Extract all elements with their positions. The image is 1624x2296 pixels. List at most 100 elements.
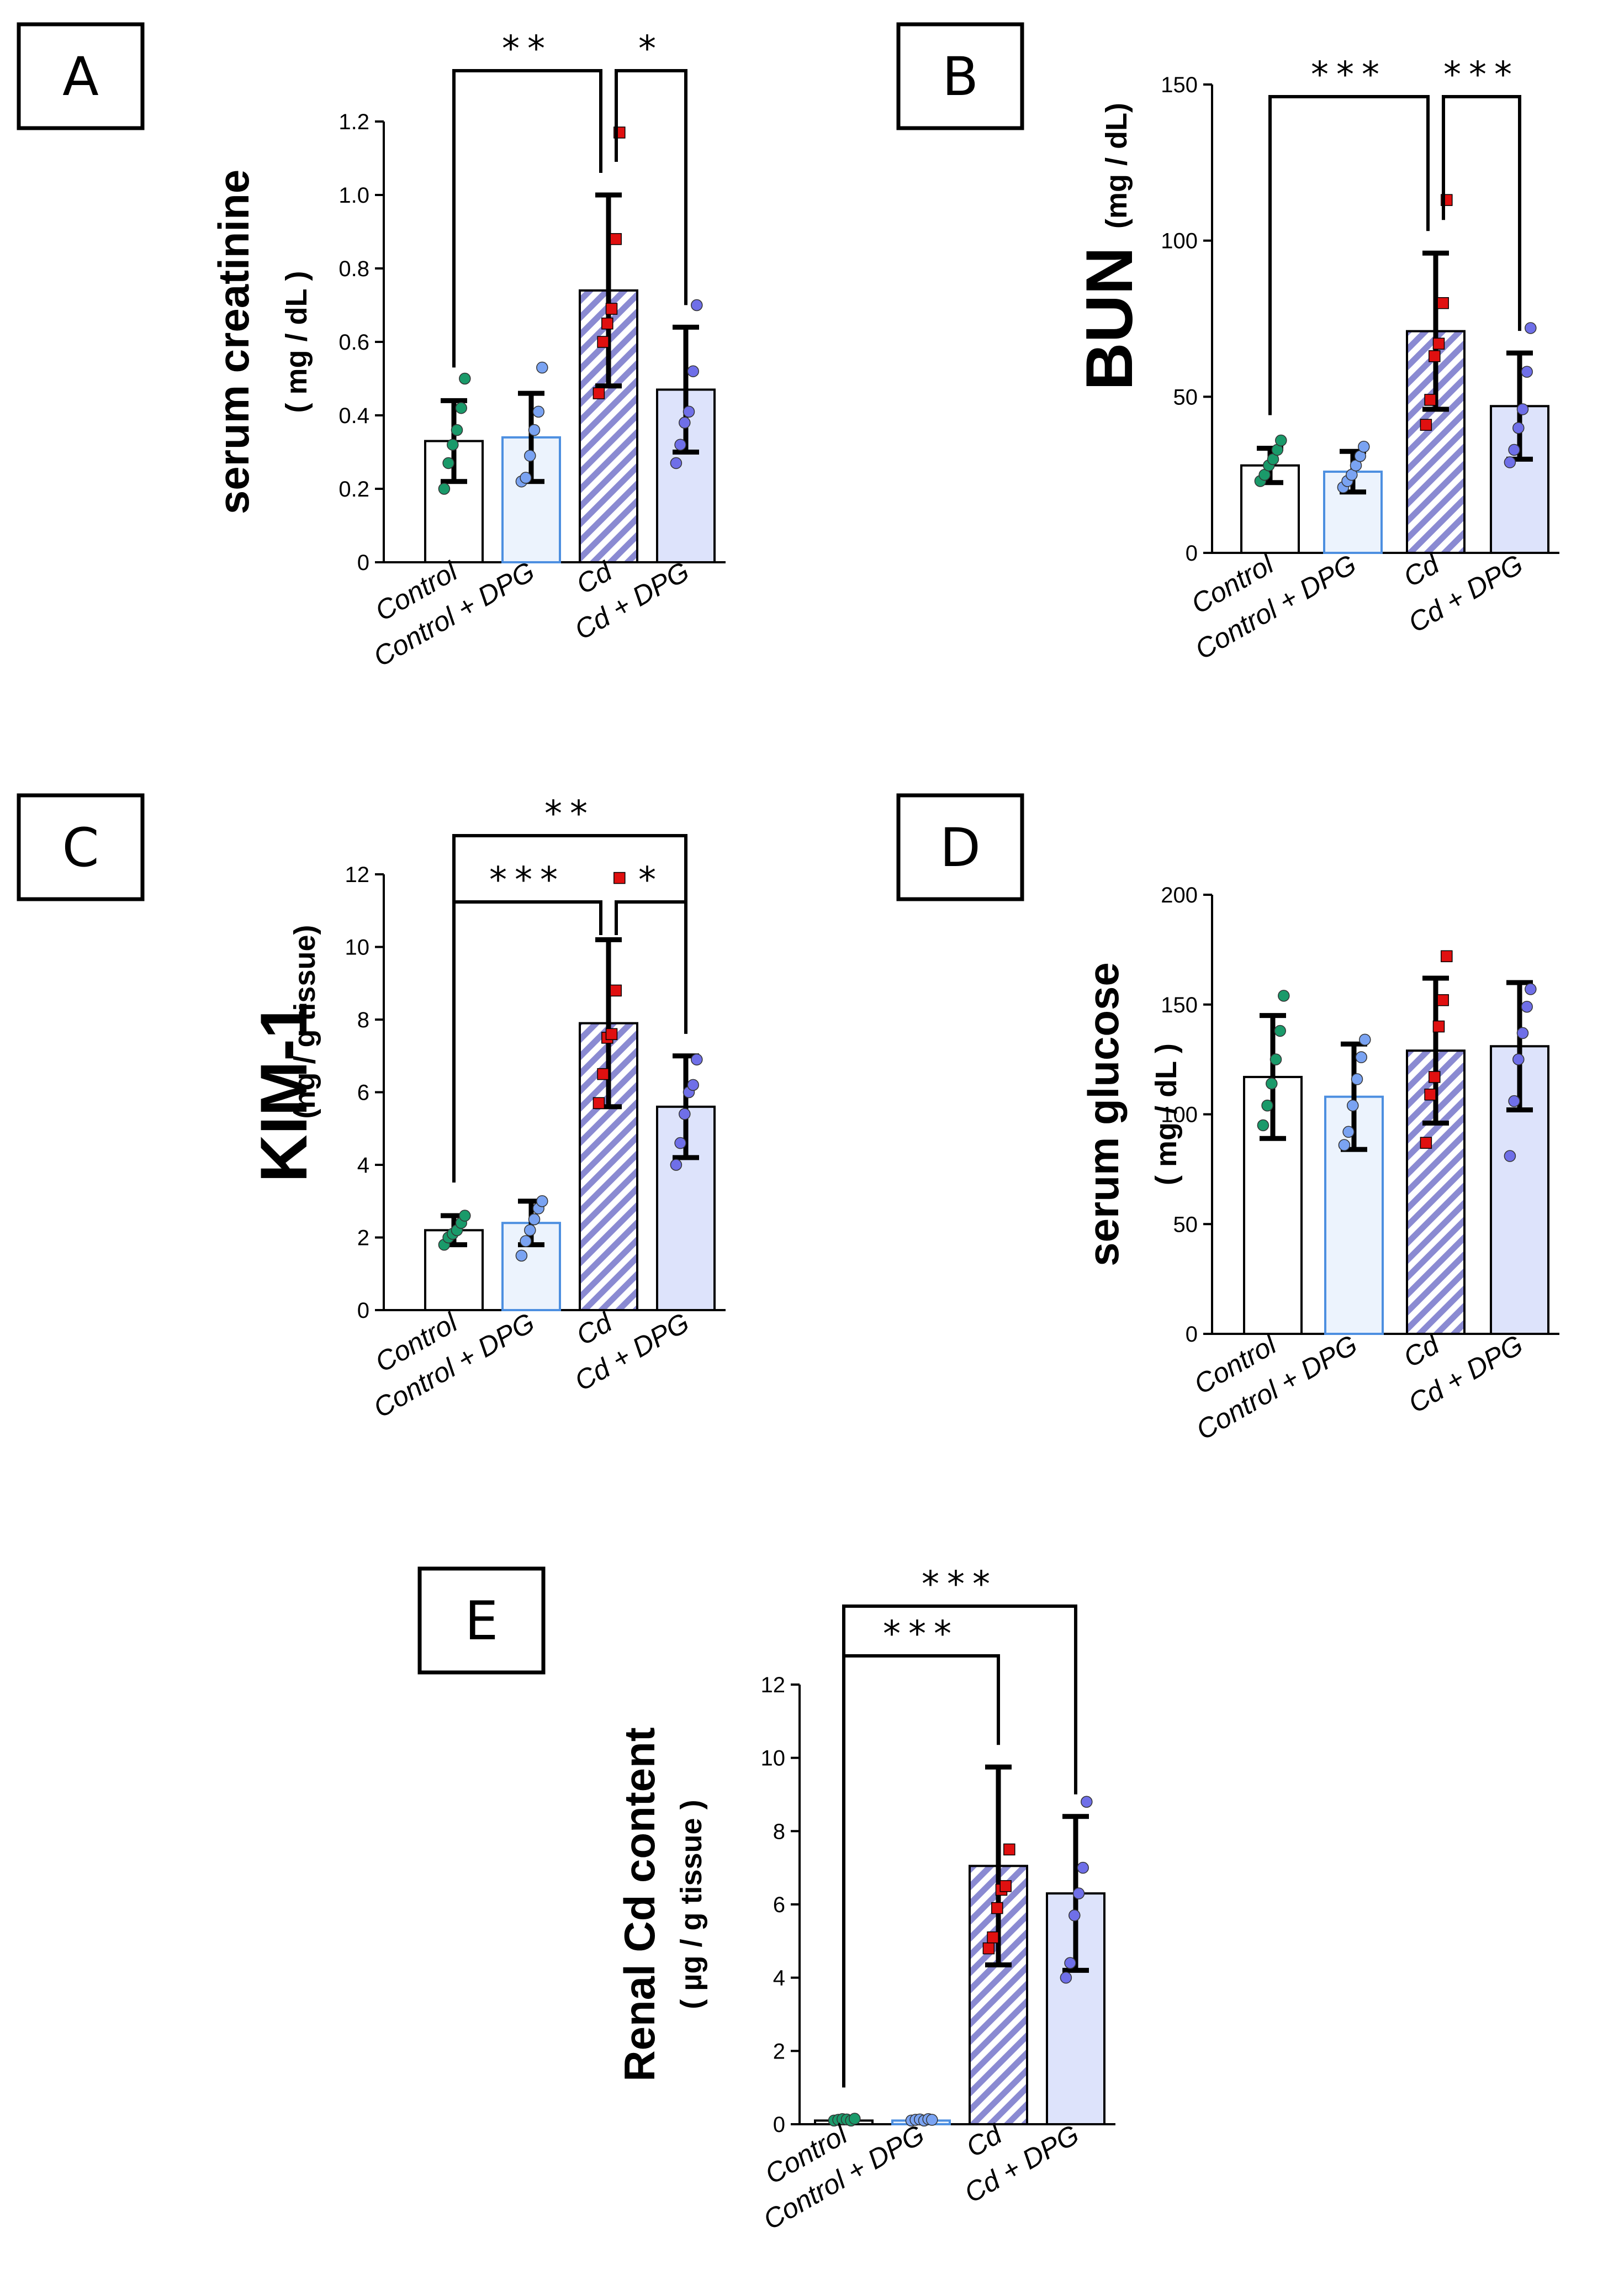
- significance-bracket: [842, 1604, 1077, 2088]
- y-tick-label: 100: [1161, 1103, 1198, 1127]
- data-point: [691, 299, 703, 312]
- data-point: [447, 439, 459, 451]
- chart-panel-a: 0 0.2 0.4 0.6 0.8 1.0 1.2 serum creatinine ( mg …: [209, 29, 726, 673]
- significance-label: ***: [922, 1564, 998, 1605]
- data-point: [1072, 1887, 1085, 1899]
- significance-label: ***: [489, 860, 565, 901]
- bar-control: [424, 440, 484, 563]
- data-point: [683, 405, 695, 418]
- y-tick-label: 4: [773, 1966, 785, 1991]
- data-point: [593, 387, 605, 399]
- data-point: [1420, 419, 1432, 431]
- data-point: [442, 457, 454, 469]
- panel-label-c: C: [17, 793, 145, 901]
- data-point: [687, 365, 699, 377]
- data-point: [1081, 1796, 1093, 1808]
- y-tick-label: 0: [1186, 1322, 1198, 1347]
- y-axis-unit: ( mg / dL ): [280, 271, 313, 413]
- y-tick-label: 200: [1161, 883, 1198, 907]
- y-tick-label: 8: [357, 1008, 369, 1032]
- category-label: Cd: [1398, 548, 1445, 593]
- y-tick-label: 0: [357, 1299, 369, 1323]
- y-tick-label: 0.6: [338, 330, 369, 355]
- category-label: Cd: [1398, 1328, 1445, 1374]
- panel-letter-b: B: [942, 46, 978, 108]
- data-point: [1347, 1099, 1359, 1112]
- data-point: [1342, 1126, 1355, 1138]
- data-point: [1269, 1053, 1282, 1065]
- data-point: [438, 483, 451, 495]
- data-point: [520, 1235, 532, 1247]
- data-point: [459, 372, 471, 385]
- data-point: [1068, 1909, 1081, 1922]
- data-point: [982, 1942, 995, 1955]
- y-tick-label: 100: [1161, 229, 1198, 254]
- data-point: [610, 233, 622, 245]
- data-point: [528, 1213, 541, 1226]
- y-tick-label: 12: [761, 1673, 786, 1697]
- data-point: [1512, 422, 1525, 434]
- panel-label-d: D: [896, 793, 1024, 901]
- y-tick-label: 10: [761, 1746, 786, 1771]
- data-point: [679, 416, 691, 429]
- y-tick-label: 50: [1173, 385, 1198, 409]
- data-point: [451, 424, 463, 436]
- y-tick-label: 150: [1161, 993, 1198, 1017]
- y-axis-unit: (ng / g tissue): [288, 925, 321, 1119]
- data-point: [1275, 434, 1287, 447]
- y-axis-unit: (mg / dL): [1100, 103, 1133, 229]
- data-point: [1437, 297, 1449, 309]
- panel-label-b: B: [896, 22, 1024, 130]
- data-point: [1432, 337, 1445, 350]
- significance-label: ***: [1311, 55, 1387, 96]
- data-point: [1525, 983, 1537, 995]
- y-axis-title: serum glucose: [1079, 962, 1128, 1266]
- data-point: [597, 1068, 609, 1080]
- data-point: [532, 405, 544, 418]
- significance-bracket: [615, 69, 687, 305]
- significance-label: *: [638, 29, 664, 70]
- chart-panel-e: 0 2 4 6 8 10 12 Renal Cd content ( µg / g tissue…: [615, 1564, 1115, 2236]
- y-axis-title: KIM-1: [247, 1002, 321, 1183]
- data-point: [524, 450, 536, 462]
- data-point: [1441, 950, 1453, 963]
- y-tick-label: 0: [1186, 541, 1198, 566]
- data-point: [1338, 1139, 1351, 1151]
- data-point: [1358, 441, 1370, 453]
- y-tick-label: 1.2: [338, 110, 369, 134]
- significance-label: ***: [1443, 55, 1520, 96]
- significance-bracket: [452, 834, 687, 1183]
- y-axis-unit: ( µg / g tissue ): [675, 1799, 708, 2009]
- data-point: [1437, 994, 1449, 1006]
- data-point: [613, 872, 626, 884]
- data-point: [1278, 990, 1290, 1002]
- significance-bracket: [615, 900, 687, 1034]
- data-point: [849, 2113, 861, 2125]
- data-point: [597, 336, 609, 348]
- panel-letter-d: D: [940, 817, 981, 879]
- data-point: [520, 472, 532, 484]
- y-axis-title: serum creatinine: [209, 170, 258, 514]
- significance-label: ***: [883, 1614, 959, 1655]
- data-point: [926, 2114, 938, 2126]
- significance-bracket: [1442, 95, 1521, 331]
- panel-letter-c: C: [62, 817, 99, 879]
- data-point: [1429, 1071, 1441, 1083]
- data-point: [987, 1931, 999, 1944]
- data-point: [605, 1028, 618, 1041]
- data-point: [601, 318, 613, 330]
- data-point: [1525, 322, 1537, 334]
- data-point: [1504, 456, 1516, 468]
- data-point: [674, 1137, 686, 1149]
- y-tick-label: 6: [773, 1893, 785, 1917]
- data-point: [610, 984, 622, 997]
- significance-label: **: [502, 29, 553, 70]
- data-point: [528, 424, 541, 436]
- significance-label: *: [638, 860, 664, 901]
- data-point: [1508, 1095, 1520, 1107]
- data-point: [999, 1880, 1012, 1892]
- y-tick-label: 2: [357, 1226, 369, 1250]
